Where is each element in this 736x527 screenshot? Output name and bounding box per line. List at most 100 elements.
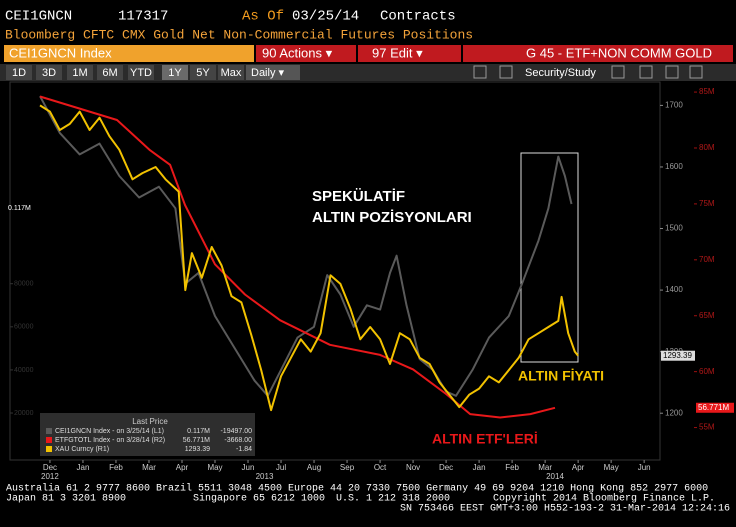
chart: Dec Jan Feb Mar Apr May Jun Jul Aug Sep Oct Nov Dec J…: [8, 87, 734, 481]
range-label: 1D: [12, 67, 26, 79]
graph-button[interactable]: [463, 45, 733, 62]
y2-tick-label: 65M: [699, 311, 715, 320]
as-of-label: As Of: [242, 9, 284, 25]
range-label: 1Y: [168, 67, 182, 79]
x-tick-label: Aug: [307, 463, 321, 472]
x-tick-label: Jan: [473, 463, 486, 472]
range-label: 5Y: [196, 67, 210, 79]
range-button[interactable]: [67, 65, 93, 80]
footer-line: Japan 81 3 3201 8900: [6, 494, 126, 505]
edit-label: 97 Edit ▾: [372, 45, 423, 60]
x-tick-label: May: [604, 463, 619, 472]
series-line: [39, 104, 579, 412]
y2-tick-label: 70M: [699, 255, 715, 264]
range-button[interactable]: [128, 65, 154, 80]
actions-button[interactable]: [256, 45, 356, 62]
y-tick-label: 1500: [665, 224, 683, 233]
y3-tick-label: 20000: [14, 410, 34, 417]
x-tick-label: Feb: [109, 463, 123, 472]
y2-tick-label: 75M: [699, 199, 715, 208]
legend: CEI1GNCN Index - on 3/25/14 (L1) 0.117M -1…: [46, 428, 252, 453]
annotation: ALTIN POZİSYONLARI: [312, 209, 472, 226]
y2-tick-label: 80M: [699, 143, 715, 152]
x-tick-label: Nov: [406, 463, 420, 472]
icon[interactable]: [499, 65, 513, 79]
range-button[interactable]: [97, 65, 123, 80]
y3-tick-label: 80000: [14, 281, 34, 288]
icon[interactable]: [639, 65, 653, 79]
x-tick-label: May: [207, 463, 222, 472]
range-label: 6M: [102, 67, 117, 79]
security-field[interactable]: [4, 45, 254, 62]
legend-label: XAU Curncy (R1): [55, 446, 109, 453]
range-button[interactable]: [162, 65, 188, 80]
last-value-tag-bg: [696, 402, 734, 413]
legend-last: 56.771M: [183, 437, 210, 444]
x-tick-label: Dec: [43, 463, 57, 472]
y3-tick-label: 60000: [14, 324, 34, 331]
legend-label: CEI1GNCN Index - on 3/25/14 (L1): [55, 428, 164, 435]
x-tick-label: Feb: [505, 463, 519, 472]
x-tick-label: Oct: [374, 463, 387, 472]
x-tick-label: Sep: [340, 463, 355, 472]
annotation: SPEKÜLATİF: [312, 188, 405, 205]
last-value-tag: 56.771M: [698, 403, 729, 412]
y-tick-label: 1200: [665, 408, 683, 417]
range-button[interactable]: [190, 65, 216, 80]
last-value-tag: 0.117M: [8, 205, 31, 212]
icon[interactable]: [665, 65, 679, 79]
range-label: 1M: [72, 67, 87, 79]
x-tick-label: Jun: [242, 463, 255, 472]
footer-line: Australia 61 2 9777 8600 Brazil 5511 304…: [6, 483, 708, 495]
footer-line: U.S. 1 212 318 2000: [336, 494, 450, 505]
legend-title: Last Price: [132, 417, 168, 426]
x-tick-label: Apr: [176, 463, 189, 472]
range-buttons: 1D 3D 1M 6M YTD 1Y 5Y Max: [6, 65, 244, 80]
x-tick-label: Mar: [538, 463, 552, 472]
legend-label: ETFGTOTL Index - on 3/28/14 (R2): [55, 437, 165, 444]
units: Contracts: [380, 9, 456, 25]
legend-swatch: [46, 437, 52, 443]
range-button[interactable]: [36, 65, 62, 80]
range-label: YTD: [130, 67, 152, 79]
frequency-label: Daily ▾: [251, 67, 285, 79]
footer-line: Copyright 2014 Bloomberg Finance L.P.: [493, 493, 715, 505]
graph-label: G 45 - ETF+NON COMM GOLD: [526, 45, 712, 60]
legend-change: -3668.00: [224, 437, 252, 444]
actions-label: 90 Actions ▾: [262, 45, 333, 60]
icon[interactable]: [473, 65, 487, 79]
legend-swatch: [46, 446, 52, 452]
plot-area: [9, 81, 661, 461]
footer-line: Singapore 65 6212 1000: [193, 493, 325, 505]
year-label: 2013: [256, 472, 274, 481]
edit-button[interactable]: [358, 45, 461, 62]
range-button[interactable]: [218, 65, 244, 80]
range-label: Max: [221, 67, 242, 79]
legend-last: 0.117M: [187, 428, 210, 435]
annotation: ALTIN FİYATI: [518, 368, 604, 384]
y-tick-label: 1700: [665, 101, 683, 110]
legend-box: [40, 413, 255, 456]
security-text: CEI1GNCN Index: [9, 45, 112, 60]
subtitle: Bloomberg CFTC CMX Gold Net Non-Commerci…: [5, 27, 473, 42]
legend-change: -1.84: [236, 446, 252, 453]
frequency-button[interactable]: [246, 65, 300, 80]
range-button[interactable]: [6, 65, 32, 80]
series-line: [39, 95, 573, 397]
highlight-box: [520, 152, 579, 363]
y-tick-label: 1400: [665, 285, 683, 294]
legend-swatch: [46, 428, 52, 434]
y-tick-label: 1600: [665, 162, 683, 171]
study-label: Security/Study: [525, 67, 596, 79]
year-label: 2014: [546, 472, 564, 481]
legend-change: -19497.00: [220, 428, 252, 435]
icon[interactable]: [689, 65, 703, 79]
last-value-tag: 1293.39: [663, 351, 692, 360]
icon[interactable]: [611, 65, 625, 79]
year-label: 2012: [41, 472, 59, 481]
annotation: ALTIN ETF'LERİ: [432, 431, 538, 447]
last-value: 117317: [118, 9, 168, 25]
y2-tick-label: 55M: [699, 423, 715, 432]
